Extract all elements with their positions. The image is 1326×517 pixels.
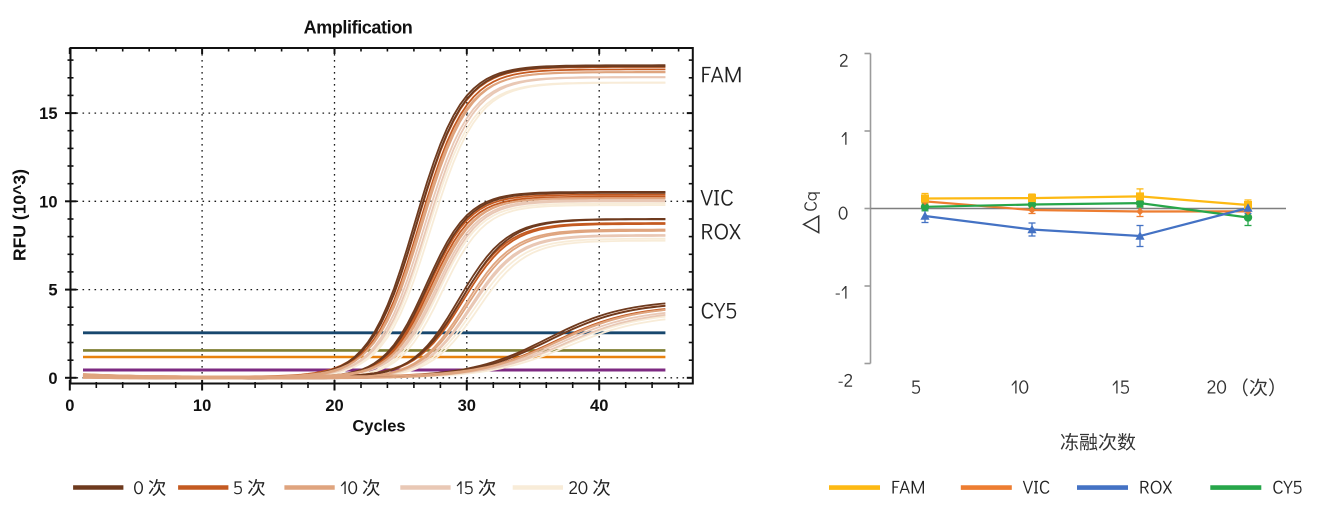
svg-text:10: 10	[39, 193, 57, 211]
svg-text:RFU (10^3): RFU (10^3)	[10, 169, 30, 261]
svg-text:Amplification: Amplification	[304, 18, 413, 38]
svg-text:15: 15	[39, 105, 57, 123]
svg-text:10: 10	[193, 397, 211, 415]
svg-text:Cycles: Cycles	[352, 418, 405, 436]
svg-text:0: 0	[65, 397, 74, 415]
svg-text:40: 40	[590, 397, 608, 415]
svg-text:0: 0	[48, 370, 57, 388]
svg-text:30: 30	[458, 397, 476, 415]
svg-text:20: 20	[325, 397, 343, 415]
svg-text:5: 5	[48, 282, 57, 300]
